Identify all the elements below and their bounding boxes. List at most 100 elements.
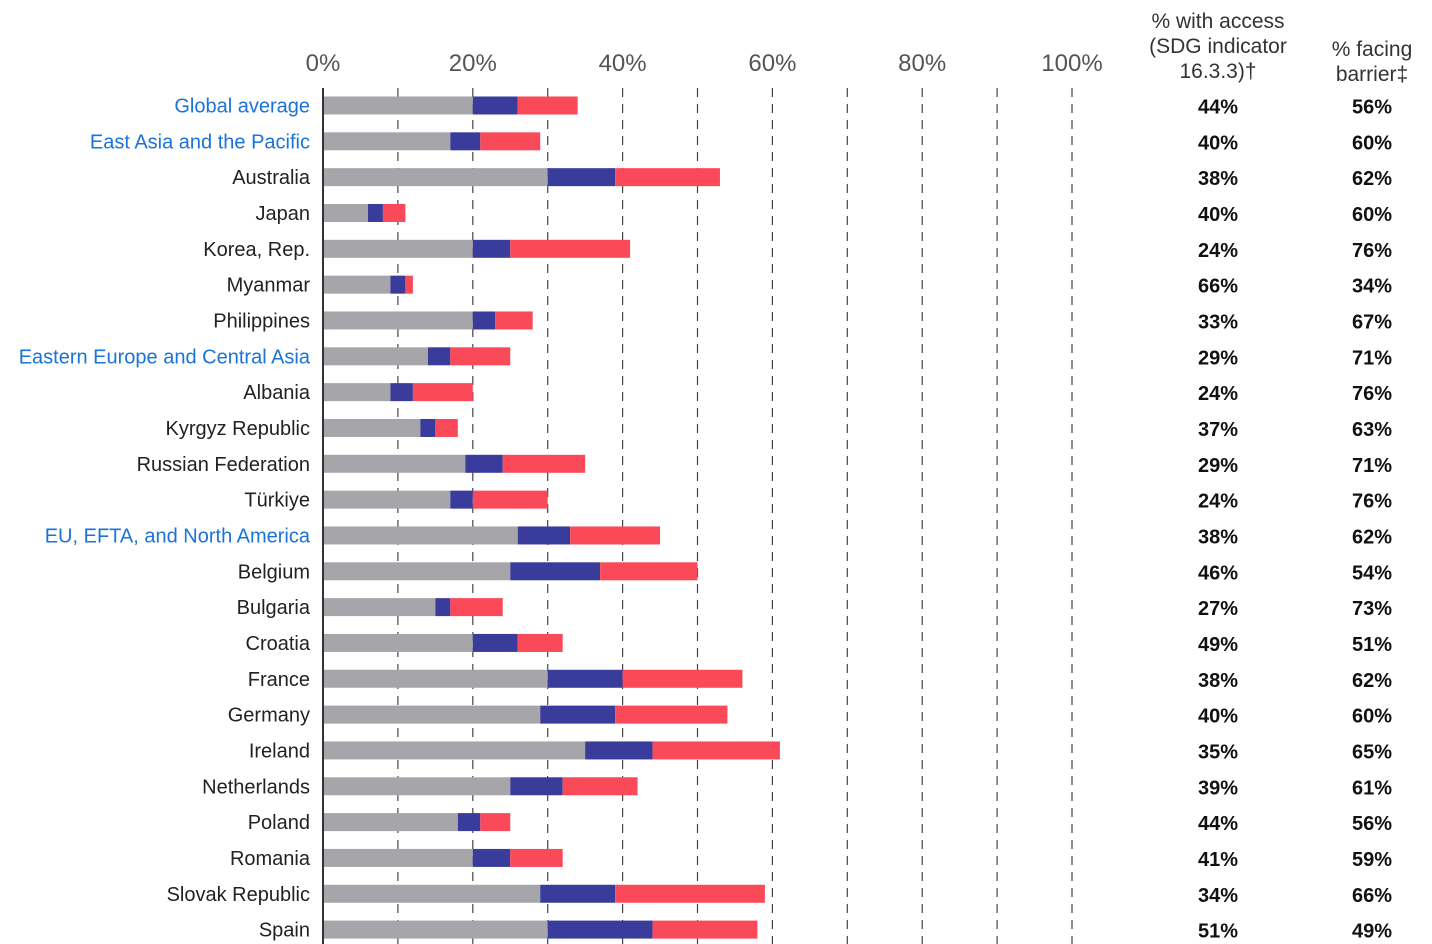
pct-with-access: 66% xyxy=(1198,276,1238,298)
bar-segment xyxy=(540,884,616,903)
pct-with-access: 34% xyxy=(1198,885,1238,907)
pct-facing-barrier: 65% xyxy=(1352,741,1392,763)
pct-with-access: 24% xyxy=(1198,240,1238,262)
pct-facing-barrier: 60% xyxy=(1352,204,1392,226)
bar-segment xyxy=(480,813,511,832)
bar-segment xyxy=(480,132,541,151)
bar-segment xyxy=(547,168,616,187)
bar-segment xyxy=(615,168,720,187)
bar-segment xyxy=(472,239,511,258)
bar-segment xyxy=(495,311,533,330)
bar-segment xyxy=(457,813,481,832)
pct-with-access: 51% xyxy=(1198,921,1238,943)
x-tick-label: 0% xyxy=(306,50,341,77)
country-label: Belgium xyxy=(238,561,310,583)
country-label: Ireland xyxy=(249,740,310,762)
x-tick-label: 80% xyxy=(898,50,946,77)
country-label: Japan xyxy=(256,203,311,225)
pct-with-access: 38% xyxy=(1198,526,1238,548)
bar-segment xyxy=(585,741,653,760)
column-header-line: % facing xyxy=(1332,38,1413,61)
bar-segment xyxy=(510,239,631,258)
region-label: East Asia and the Pacific xyxy=(90,131,310,153)
pct-with-access: 41% xyxy=(1198,849,1238,871)
pct-with-access: 33% xyxy=(1198,311,1238,333)
pct-facing-barrier: 62% xyxy=(1352,526,1392,548)
bars xyxy=(323,96,780,939)
bar-segment xyxy=(517,96,578,115)
bar-segment xyxy=(547,920,653,939)
bar-segment xyxy=(323,347,428,366)
country-label: Croatia xyxy=(246,633,311,655)
pct-with-access: 44% xyxy=(1198,97,1238,119)
country-label: Albania xyxy=(243,382,311,404)
pct-facing-barrier: 34% xyxy=(1352,276,1392,298)
region-label: Global average xyxy=(174,96,310,118)
bar-segment xyxy=(517,633,563,652)
bar-segment xyxy=(450,490,473,509)
column-header-line: % with access xyxy=(1151,10,1284,33)
pct-with-access: 24% xyxy=(1198,491,1238,513)
country-label: Germany xyxy=(228,705,310,727)
bar-segment xyxy=(427,347,451,366)
bar-segment xyxy=(323,311,473,330)
bar-segment xyxy=(615,884,765,903)
pct-with-access: 40% xyxy=(1198,706,1238,728)
bar-segment xyxy=(510,777,563,796)
bar-segment xyxy=(472,490,548,509)
pct-with-access: 24% xyxy=(1198,383,1238,405)
country-label: Australia xyxy=(232,167,311,189)
pct-with-access: 38% xyxy=(1198,168,1238,190)
pct-facing-barrier: 56% xyxy=(1352,813,1392,835)
bar-segment xyxy=(622,669,743,688)
bar-segment xyxy=(615,705,728,724)
percent-columns: 44% 56% 40% 60% 38% 62% 40% 60% 24% 76% 66% 34% 33% 6… xyxy=(1198,97,1392,943)
bar-segment xyxy=(323,598,436,617)
pct-facing-barrier: 66% xyxy=(1352,885,1392,907)
pct-facing-barrier: 59% xyxy=(1352,849,1392,871)
pct-facing-barrier: 73% xyxy=(1352,598,1392,620)
bar-segment xyxy=(323,490,451,509)
bar-segment xyxy=(323,383,391,402)
bar-segment xyxy=(323,884,541,903)
region-label: EU, EFTA, and North America xyxy=(45,525,311,547)
country-label: Korea, Rep. xyxy=(203,239,310,261)
bar-segment xyxy=(382,203,406,222)
bar-segment xyxy=(517,526,571,545)
x-axis-ticks: 0% 20% 40% 60% 80% 100% xyxy=(306,50,1103,77)
bar-segment xyxy=(510,848,563,867)
bar-segment xyxy=(323,203,368,222)
pct-with-access: 29% xyxy=(1198,455,1238,477)
column-header-line: (SDG indicator xyxy=(1149,35,1287,58)
bar-segment xyxy=(323,813,458,832)
pct-facing-barrier: 51% xyxy=(1352,634,1392,656)
bar-segment xyxy=(450,132,481,151)
pct-with-access: 38% xyxy=(1198,670,1238,692)
bar-segment xyxy=(323,275,391,294)
bar-segment xyxy=(323,454,466,473)
pct-with-access: 27% xyxy=(1198,598,1238,620)
pct-facing-barrier: 67% xyxy=(1352,311,1392,333)
pct-facing-barrier: 56% xyxy=(1352,97,1392,119)
bar-segment xyxy=(323,848,473,867)
bar-segment xyxy=(390,383,413,402)
country-label: Romania xyxy=(230,848,311,870)
pct-with-access: 40% xyxy=(1198,132,1238,154)
bar-segment xyxy=(652,920,758,939)
x-tick-label: 20% xyxy=(449,50,497,77)
country-label: Bulgaria xyxy=(237,597,311,619)
pct-facing-barrier: 62% xyxy=(1352,168,1392,190)
pct-facing-barrier: 71% xyxy=(1352,455,1392,477)
bar-segment xyxy=(323,633,473,652)
bar-segment xyxy=(472,311,496,330)
pct-with-access: 29% xyxy=(1198,347,1238,369)
bar-segment xyxy=(600,562,698,581)
pct-with-access: 35% xyxy=(1198,741,1238,763)
bar-segment xyxy=(323,705,541,724)
column-header-line: 16.3.3)† xyxy=(1179,60,1256,83)
pct-facing-barrier: 54% xyxy=(1352,562,1392,584)
bar-segment xyxy=(450,347,511,366)
bar-segment xyxy=(412,383,473,402)
bar-segment xyxy=(323,168,548,187)
country-label: Poland xyxy=(248,812,310,834)
